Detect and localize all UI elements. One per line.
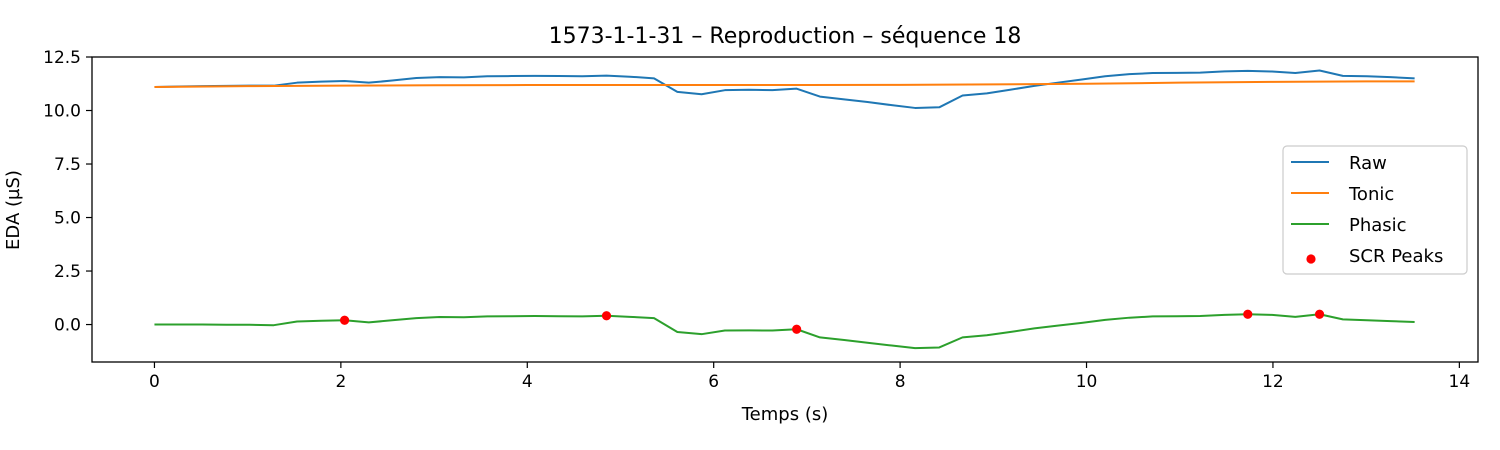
x-tick-label: 8 <box>895 372 906 392</box>
legend-label-scr-peaks: SCR Peaks <box>1349 246 1443 267</box>
scr-peaks-point <box>1243 309 1253 319</box>
legend-label-tonic: Tonic <box>1348 184 1394 205</box>
legend-label-raw: Raw <box>1349 153 1387 174</box>
y-tick-label: 10.0 <box>43 102 81 122</box>
y-tick-label: 7.5 <box>54 155 81 175</box>
legend-label-phasic: Phasic <box>1349 215 1407 236</box>
x-tick-label: 4 <box>522 372 533 392</box>
tonic-series-line <box>154 80 1415 88</box>
y-tick-label: 5.0 <box>54 209 81 229</box>
y-axis-label: EDA (µS) <box>3 170 24 250</box>
axes-frame <box>91 56 1479 363</box>
y-tick-label: 2.5 <box>54 262 81 282</box>
legend-box <box>1282 145 1468 275</box>
x-tick-label: 6 <box>708 372 719 392</box>
axes: 0 2 4 6 8 10 12 14 0.0 2.5 5.0 7.5 10.0 12.5 <box>43 48 1479 392</box>
y-tick-label: 12.5 <box>43 48 81 68</box>
x-tick-label: 10 <box>1076 372 1098 392</box>
phasic-series-line <box>154 313 1415 350</box>
x-tick-label: 12 <box>1262 372 1284 392</box>
scr-peaks-point <box>339 315 350 325</box>
scr-peaks-point <box>601 311 612 321</box>
legend: Raw Tonic Phasic SCR Peaks <box>1282 145 1468 275</box>
scr-peaks-point <box>792 324 802 334</box>
x-axis-label: Temps (s) <box>741 404 829 425</box>
x-tick-label: 14 <box>1449 372 1471 392</box>
legend-swatch-scr-peaks <box>1306 254 1316 264</box>
plot-area <box>154 69 1415 350</box>
chart-title: 1573-1-1-31 – Reproduction – séquence 18 <box>549 24 1022 49</box>
y-tick-label: 0.0 <box>54 316 81 336</box>
scr-peaks-point <box>1314 309 1325 319</box>
raw-series-line <box>154 69 1415 109</box>
x-tick-label: 2 <box>335 372 346 392</box>
x-tick-label: 0 <box>149 372 160 392</box>
